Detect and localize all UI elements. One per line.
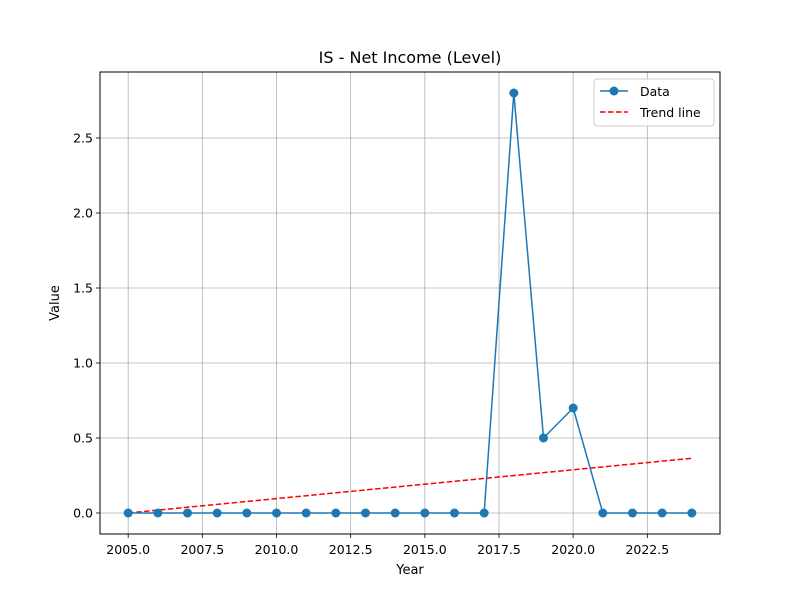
- data-point: [390, 508, 400, 518]
- data-point: [153, 508, 163, 518]
- x-tick-label: 2007.5: [180, 542, 224, 557]
- data-point: [449, 508, 459, 518]
- y-tick-label: 2.5: [73, 131, 93, 146]
- data-point: [242, 508, 252, 518]
- x-tick-label: 2012.5: [329, 542, 373, 557]
- data-point: [538, 433, 548, 443]
- plot-frame: [99, 71, 721, 535]
- legend-data-marker: [609, 86, 619, 96]
- data-point: [272, 508, 282, 518]
- data-point: [123, 508, 133, 518]
- legend-label-data: Data: [640, 84, 670, 99]
- data-point: [479, 508, 489, 518]
- y-axis-label: Value: [48, 285, 63, 321]
- data-point: [183, 508, 193, 518]
- y-tick-label: 0.0: [73, 506, 93, 521]
- legend: Data Trend line: [593, 78, 715, 127]
- legend-label-trend: Trend line: [639, 105, 701, 120]
- x-tick-label: 2020.0: [551, 542, 595, 557]
- data-point: [657, 508, 667, 518]
- series-layer: [123, 88, 697, 518]
- data-point: [420, 508, 430, 518]
- x-tick-label: 2022.5: [625, 542, 669, 557]
- y-tick-label: 2.0: [73, 206, 93, 221]
- data-point: [687, 508, 697, 518]
- data-point: [212, 508, 222, 518]
- x-tick-label: 2010.0: [255, 542, 299, 557]
- data-point: [627, 508, 637, 518]
- y-tick-label: 1.0: [73, 356, 93, 371]
- data-line: [128, 92, 692, 514]
- chart-title: IS - Net Income (Level): [319, 48, 502, 67]
- y-axis: 0.0 0.5 1.0 1.5 2.0 2.5: [73, 131, 100, 521]
- x-axis: 2005.0 2007.5 2010.0 2012.5 2015.0 2017.5 2020…: [106, 534, 669, 557]
- data-point: [598, 508, 608, 518]
- x-tick-label: 2017.5: [477, 542, 521, 557]
- y-tick-label: 1.5: [73, 281, 93, 296]
- trend-line: [128, 457, 692, 514]
- x-axis-label: Year: [395, 563, 424, 578]
- data-point: [301, 508, 311, 518]
- x-tick-label: 2015.0: [403, 542, 447, 557]
- data-point: [361, 508, 371, 518]
- x-tick-label: 2005.0: [106, 542, 150, 557]
- data-point: [509, 88, 519, 98]
- data-point: [568, 403, 578, 413]
- data-point: [331, 508, 341, 518]
- y-tick-label: 0.5: [73, 431, 93, 446]
